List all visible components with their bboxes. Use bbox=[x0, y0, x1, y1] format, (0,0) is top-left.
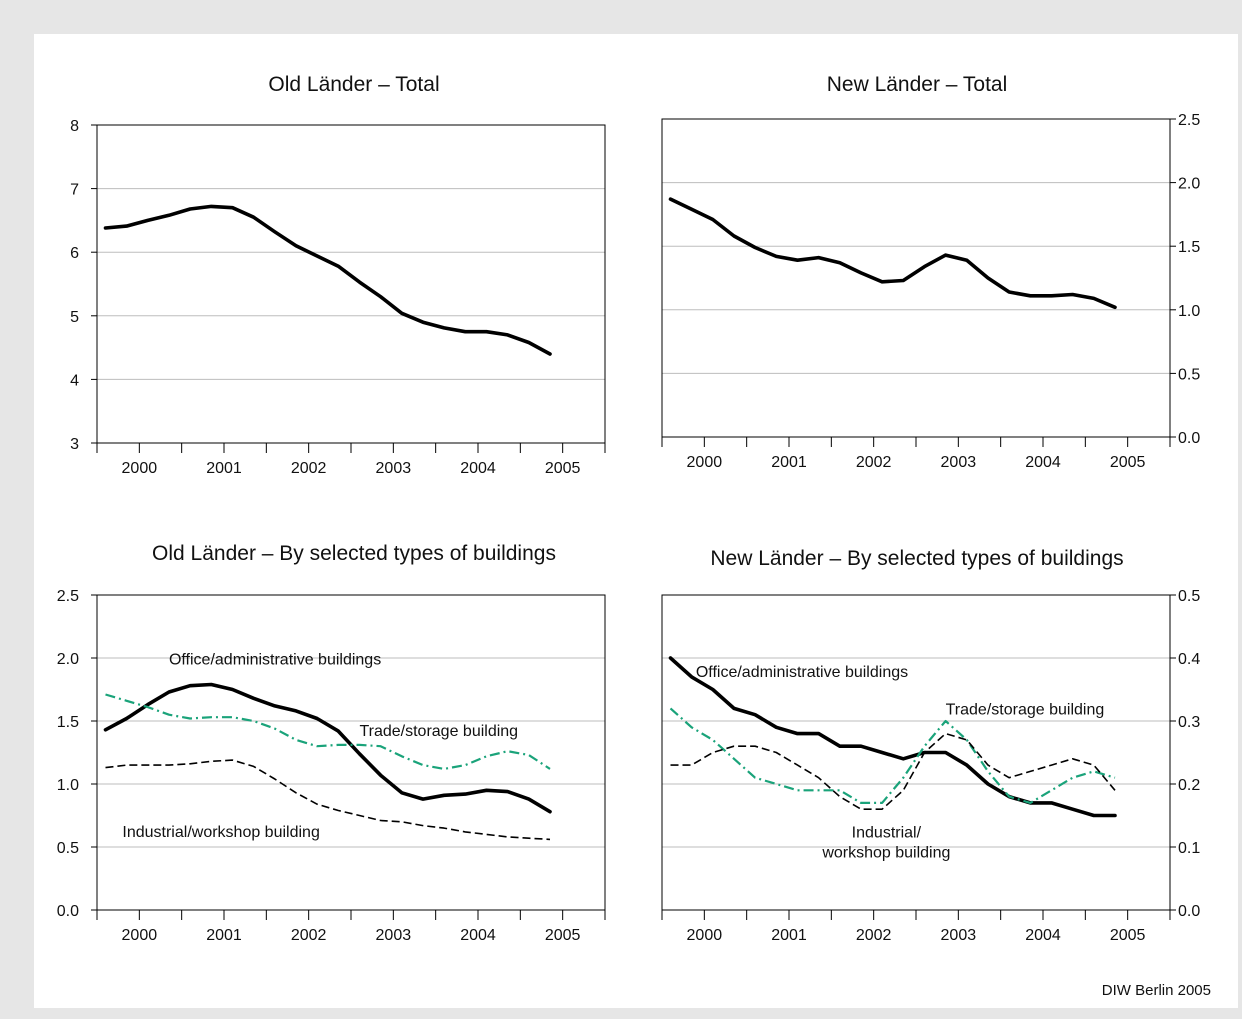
y-tick-label: 2.5 bbox=[1178, 112, 1200, 129]
y-tick-label: 0.3 bbox=[1178, 714, 1200, 731]
y-tick-label: 2.5 bbox=[57, 588, 79, 605]
x-tick-label: 2005 bbox=[545, 927, 581, 944]
x-tick-label: 2002 bbox=[291, 927, 327, 944]
chart-new-total: New Länder – Total 0.0 0.5 1.0 1.5 2.0 2.5 2000… bbox=[661, 73, 1200, 471]
y-tick-label: 0.1 bbox=[1178, 840, 1200, 857]
x-tick-label: 2001 bbox=[771, 454, 807, 471]
annotation-trade: Trade/storage building bbox=[359, 723, 518, 740]
x-tick-label: 2004 bbox=[460, 460, 496, 477]
series-line-industrial bbox=[105, 759, 551, 841]
plot-frame bbox=[661, 118, 1171, 438]
y-tick-label: 1.5 bbox=[1178, 239, 1200, 256]
chart-old-types: Old Länder – By selected types of buildi… bbox=[57, 542, 606, 944]
annotation-industrial: workshop building bbox=[821, 845, 950, 862]
plot-frame bbox=[96, 124, 606, 444]
x-tick-label: 2003 bbox=[941, 927, 977, 944]
x-tick-label: 2005 bbox=[1110, 927, 1146, 944]
y-tick-label: 4 bbox=[70, 372, 79, 389]
chart-title: New Länder – By selected types of buildi… bbox=[710, 547, 1123, 570]
x-tick-label: 2002 bbox=[856, 927, 892, 944]
y-tick-label: 0.4 bbox=[1178, 651, 1200, 668]
annotation-office: Office/administrative buildings bbox=[169, 651, 381, 668]
y-tick-label: 0.0 bbox=[1178, 430, 1200, 447]
y-tick-label: 1.0 bbox=[57, 777, 79, 794]
x-tick-label: 2005 bbox=[1110, 454, 1146, 471]
y-tick-label: 5 bbox=[70, 309, 79, 326]
x-tick-label: 2002 bbox=[291, 460, 327, 477]
x-tick-label: 2000 bbox=[122, 927, 158, 944]
x-tick-label: 2003 bbox=[376, 927, 412, 944]
y-tick-label: 2.0 bbox=[57, 651, 79, 668]
x-tick-label: 2001 bbox=[771, 927, 807, 944]
x-tick-label: 2000 bbox=[687, 927, 723, 944]
annotation-office: Office/administrative buildings bbox=[696, 664, 908, 681]
plot-frame bbox=[96, 594, 606, 911]
plot-frame bbox=[661, 594, 1171, 911]
annotation-industrial: Industrial/ bbox=[852, 825, 922, 842]
figure-panel: Old Länder – Total 3 4 5 6 7 8 2000 2001 2002 2003… bbox=[34, 34, 1238, 1008]
series-line-trade bbox=[105, 693, 551, 771]
x-tick-label: 2004 bbox=[1025, 454, 1061, 471]
source-note: DIW Berlin 2005 bbox=[1102, 982, 1211, 999]
chart-old-total: Old Länder – Total 3 4 5 6 7 8 2000 2001 2002 2003… bbox=[70, 73, 606, 477]
x-tick-label: 2001 bbox=[206, 460, 242, 477]
y-tick-label: 2.0 bbox=[1178, 176, 1200, 193]
chart-title: New Länder – Total bbox=[827, 73, 1008, 96]
y-tick-label: 0.2 bbox=[1178, 777, 1200, 794]
chart-title: Old Länder – Total bbox=[268, 73, 439, 96]
y-tick-label: 8 bbox=[70, 118, 79, 135]
charts-canvas: Old Länder – Total 3 4 5 6 7 8 2000 2001 2002 2003… bbox=[57, 73, 1211, 999]
y-tick-label: 0.5 bbox=[57, 840, 79, 857]
y-tick-label: 0.0 bbox=[1178, 903, 1200, 920]
chart-title: Old Länder – By selected types of buildi… bbox=[152, 542, 556, 565]
x-tick-label: 2004 bbox=[460, 927, 496, 944]
y-tick-label: 0.5 bbox=[1178, 588, 1200, 605]
series-line-office bbox=[668, 656, 1117, 818]
x-tick-label: 2002 bbox=[856, 454, 892, 471]
y-tick-label: 1.0 bbox=[1178, 303, 1200, 320]
x-tick-label: 2001 bbox=[206, 927, 242, 944]
series-line-industrial bbox=[670, 732, 1116, 811]
series-line-total bbox=[668, 197, 1117, 310]
x-tick-label: 2000 bbox=[122, 460, 158, 477]
series-line-office bbox=[103, 682, 552, 814]
annotation-industrial: Industrial/workshop building bbox=[122, 824, 319, 841]
y-tick-label: 0.0 bbox=[57, 903, 79, 920]
y-tick-label: 7 bbox=[70, 182, 79, 199]
y-tick-label: 3 bbox=[70, 436, 79, 453]
y-tick-label: 1.5 bbox=[57, 714, 79, 731]
annotation-trade: Trade/storage building bbox=[946, 702, 1105, 719]
figure-frame: Old Länder – Total 3 4 5 6 7 8 2000 2001 2002 2003… bbox=[8, 8, 1238, 1011]
chart-new-types: New Länder – By selected types of buildi… bbox=[661, 547, 1200, 944]
y-tick-label: 6 bbox=[70, 245, 79, 262]
y-tick-label: 0.5 bbox=[1178, 366, 1200, 383]
x-tick-label: 2000 bbox=[687, 454, 723, 471]
x-tick-label: 2004 bbox=[1025, 927, 1061, 944]
x-tick-label: 2003 bbox=[941, 454, 977, 471]
series-line-total bbox=[103, 204, 552, 356]
x-tick-label: 2005 bbox=[545, 460, 581, 477]
series-line-trade bbox=[669, 707, 1116, 805]
x-tick-label: 2003 bbox=[376, 460, 412, 477]
